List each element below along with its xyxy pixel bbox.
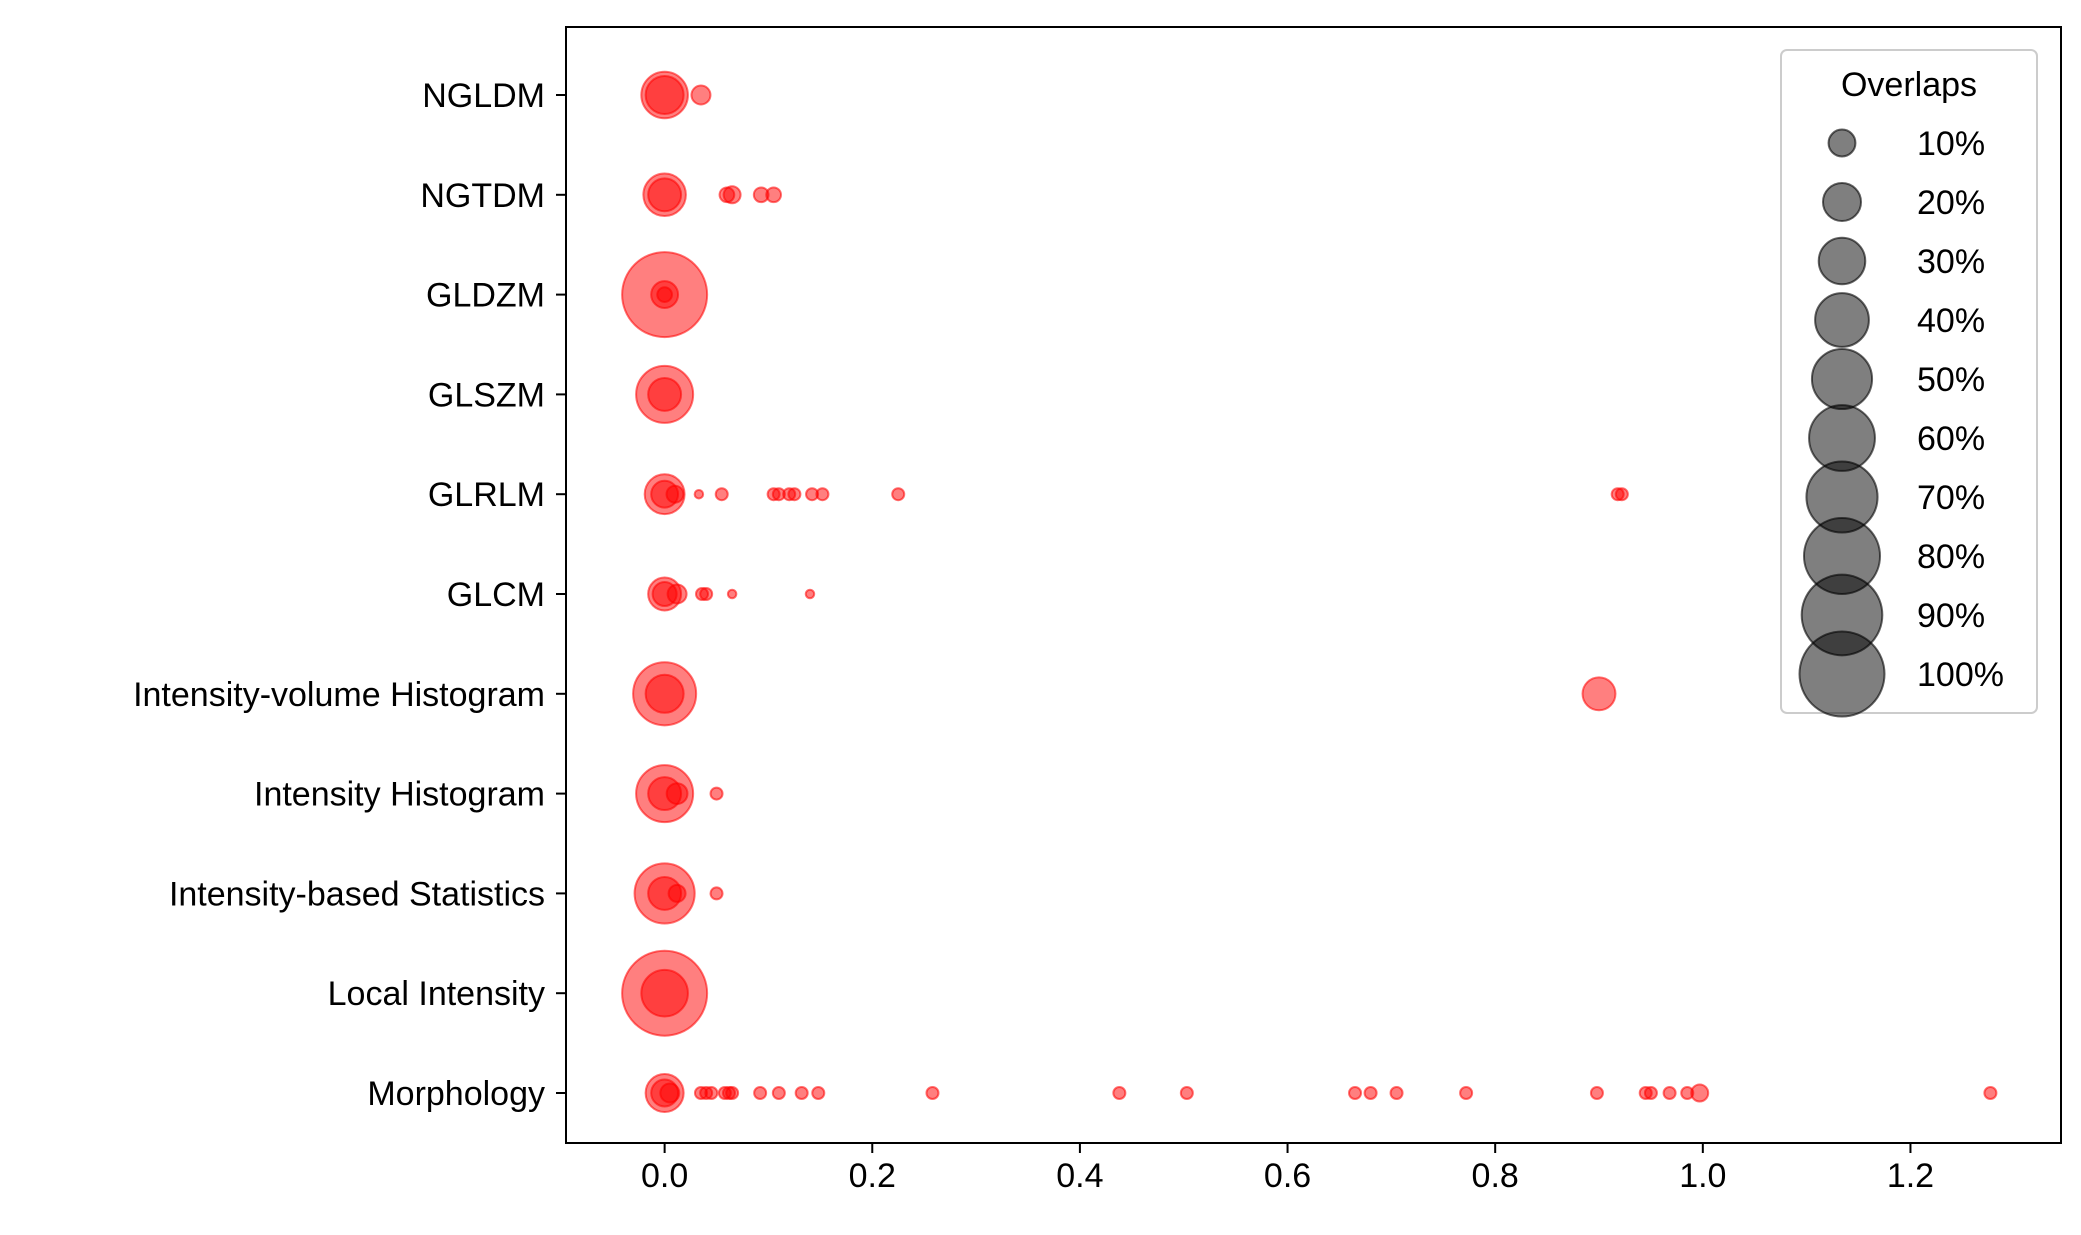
legend-marker	[1810, 347, 1874, 411]
data-point	[753, 1085, 768, 1101]
x-tick-label: 0.6	[1264, 1157, 1311, 1195]
data-point	[659, 1082, 681, 1104]
y-tick-label: GLDZM	[426, 277, 545, 315]
data-point	[665, 484, 685, 504]
plot-area	[621, 70, 1998, 1114]
data-point	[704, 1085, 719, 1101]
data-point	[699, 586, 714, 602]
y-tick-label: GLRLM	[428, 476, 545, 514]
data-point	[1112, 1085, 1127, 1101]
data-point	[644, 74, 685, 116]
data-point	[1459, 1085, 1474, 1101]
y-tick-label: Intensity Histogram	[254, 776, 545, 814]
x-tick-label: 1.2	[1887, 1157, 1934, 1195]
y-tick-label: Intensity-volume Histogram	[133, 676, 545, 714]
data-point	[1680, 1085, 1695, 1101]
data-point	[644, 673, 685, 714]
y-tick-label: Intensity-based Statistics	[169, 875, 545, 913]
data-point	[709, 886, 724, 901]
data-point	[714, 487, 729, 502]
data-point	[725, 1085, 740, 1101]
data-point	[1983, 1085, 1998, 1101]
data-point	[1581, 676, 1617, 712]
y-tick-label: GLCM	[447, 576, 545, 614]
data-point	[667, 883, 687, 903]
legend-marker	[1827, 128, 1857, 158]
x-tick-label: 0.2	[849, 1157, 896, 1195]
y-tick-label: NGTDM	[420, 177, 545, 215]
legend-label: 30%	[1917, 243, 1985, 281]
legend-marker	[1814, 292, 1870, 348]
legend-marker	[1798, 630, 1886, 718]
data-point	[666, 583, 688, 605]
data-point	[811, 1085, 826, 1101]
data-point	[787, 487, 802, 502]
data-point	[647, 376, 683, 412]
data-point	[891, 487, 906, 502]
legend-label: 100%	[1917, 656, 2004, 694]
data-point	[815, 487, 830, 502]
data-point	[794, 1085, 809, 1101]
legend-label: 50%	[1917, 361, 1985, 399]
data-point	[925, 1085, 940, 1101]
legend: Overlaps 10% 20% 30% 40% 50% 60% 70% 80% 90% 100%	[1780, 49, 2038, 718]
y-tick-label: Morphology	[367, 1075, 545, 1113]
data-point	[804, 588, 816, 600]
legend-label: 40%	[1917, 302, 1985, 340]
data-point	[1589, 1085, 1604, 1101]
x-tick-label: 0.4	[1056, 1157, 1103, 1195]
legend-label: 60%	[1917, 420, 1985, 458]
data-point	[1662, 1085, 1677, 1101]
legend-title: Overlaps	[1841, 66, 1977, 104]
legend-label: 20%	[1917, 184, 1985, 222]
data-point	[726, 588, 738, 600]
data-point	[1363, 1085, 1378, 1101]
legend-label: 10%	[1917, 125, 1985, 163]
data-point	[765, 186, 783, 204]
data-point	[1389, 1085, 1404, 1101]
y-tick-label: GLSZM	[428, 376, 545, 414]
legend-label: 90%	[1917, 597, 1985, 635]
data-point	[1179, 1085, 1194, 1101]
data-point	[709, 786, 724, 801]
legend-marker	[1817, 236, 1867, 286]
data-point	[1643, 1085, 1658, 1101]
y-tick-label: Local Intensity	[328, 975, 545, 1013]
data-point	[693, 488, 705, 500]
data-point	[665, 782, 689, 806]
plot-frame	[565, 26, 2062, 1144]
data-point	[647, 177, 683, 213]
x-tick-label: 0.0	[641, 1157, 688, 1195]
axes: 0.0 0.2 0.4 0.6 0.8 1.0 1.2 Morphology Local Int…	[133, 26, 2062, 1195]
legend-label: 70%	[1917, 479, 1985, 517]
data-point	[1614, 487, 1629, 502]
x-tick-label: 1.0	[1679, 1157, 1726, 1195]
data-point	[1348, 1085, 1363, 1101]
legend-label: 80%	[1917, 538, 1985, 576]
data-point	[690, 84, 712, 106]
x-tick-label: 0.8	[1472, 1157, 1519, 1195]
y-tick-label: NGLDM	[422, 77, 545, 115]
data-point	[771, 1085, 786, 1101]
data-point	[640, 968, 689, 1018]
data-point	[656, 286, 673, 303]
legend-marker	[1821, 181, 1863, 223]
data-point	[718, 186, 736, 204]
